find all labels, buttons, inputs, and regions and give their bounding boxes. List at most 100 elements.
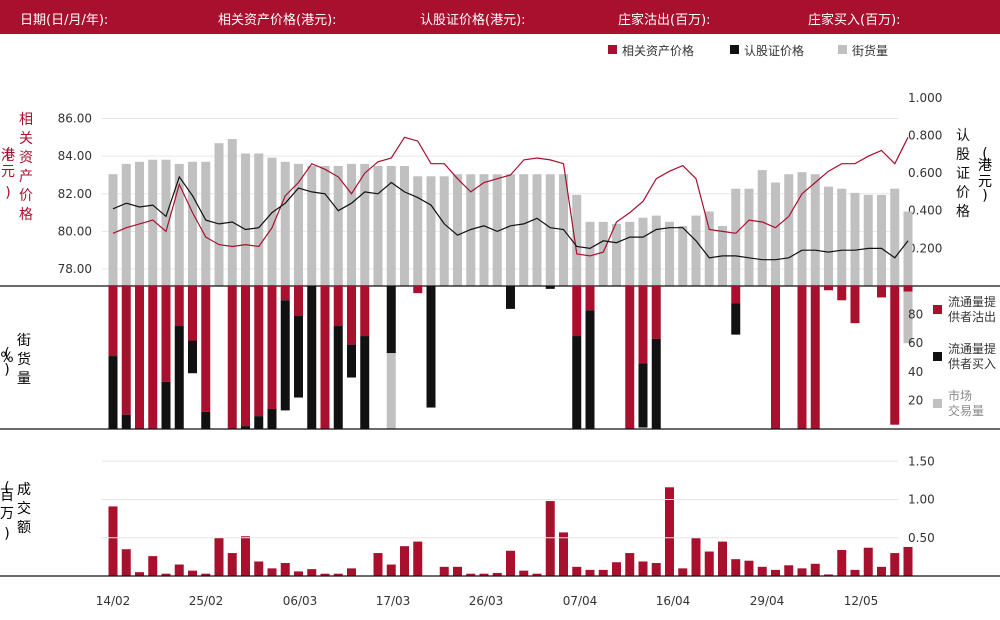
sell-share-bar [227, 286, 237, 429]
turnover-bar [227, 553, 237, 576]
right-axis-unit-char: 港 [978, 158, 992, 174]
sell-share-bar [135, 286, 144, 429]
sell-share-bar [347, 286, 356, 345]
turnover-bar [757, 566, 767, 576]
sell-share-bar [333, 286, 343, 327]
sell-share-bar [585, 286, 595, 311]
outstanding-bar [837, 188, 847, 286]
sell-share-bar [174, 286, 184, 327]
legend-label-sell: 流通量提 [948, 294, 996, 309]
outstanding-bar [121, 163, 131, 286]
buy-share-bar [360, 336, 370, 429]
turnover-bar [903, 546, 913, 576]
turnover-bar [625, 553, 635, 576]
sell-share-bar [121, 286, 131, 415]
turnover-bar [731, 559, 741, 576]
turnover-bar [347, 568, 356, 576]
turnover-bar [519, 570, 529, 576]
outstanding-bar [863, 194, 873, 286]
left-axis-title-char: 相 [19, 112, 33, 128]
turnover-bar [691, 537, 701, 576]
turnover-bar [241, 536, 250, 576]
outstanding-bar [479, 174, 489, 286]
outstanding-bar [638, 217, 648, 286]
sell-share-bar [810, 286, 820, 429]
x-tick-label: 12/05 [844, 594, 879, 608]
turnover-bar [890, 553, 900, 576]
right-axis-title-char: 股 [956, 147, 970, 163]
turnover-bar [174, 564, 184, 576]
sell-share-bar [148, 286, 158, 429]
market-share-bar [903, 291, 913, 344]
turnover-bar [413, 541, 423, 576]
outstanding-bar [241, 153, 250, 286]
x-tick-label: 25/02 [189, 594, 224, 608]
buy-share-bar [121, 414, 131, 429]
outstanding-bar [572, 194, 582, 286]
turnover-bar [638, 561, 648, 576]
turnover-bar [598, 569, 608, 576]
turnover-tick-label: 1.00 [908, 493, 935, 507]
turnover-bar [532, 573, 542, 576]
legend-swatch-market [933, 399, 942, 408]
turnover-bar [201, 573, 211, 576]
turnover-bar [254, 561, 264, 576]
right-tick-label: 1.000 [908, 91, 942, 105]
right-axis-unit-paren: ( [982, 146, 987, 162]
outstanding-bar [333, 165, 343, 286]
sell-share-bar [797, 286, 807, 429]
outstanding-bar [704, 211, 714, 286]
sell-share-bar [280, 286, 290, 301]
outstanding-bar [108, 174, 118, 286]
outstanding-bar [784, 174, 794, 286]
buy-share-bar [572, 336, 582, 429]
date-label: 日期(日/月/年): [20, 13, 109, 28]
left-tick-label: 78.00 [58, 262, 92, 276]
legend-label-market: 交易量 [948, 403, 984, 418]
turnover-title-char: 成 [17, 482, 31, 498]
turnover-bar [572, 566, 582, 576]
warrant-price-line [112, 175, 909, 261]
turnover-bar [824, 574, 833, 576]
volume-unit-paren: ( [4, 346, 9, 362]
x-tick-label: 06/03 [283, 594, 318, 608]
turnover-bar [771, 569, 780, 576]
outstanding-bar [744, 188, 754, 286]
buy-share-bar [294, 316, 303, 398]
legend-label-underlying: 相关资产价格 [622, 43, 694, 58]
turnover-bar [121, 549, 131, 576]
outstanding-bar [824, 186, 833, 286]
x-tick-label: 07/04 [563, 594, 598, 608]
outstanding-bar [519, 174, 529, 286]
volume-title-char: 货 [17, 351, 31, 368]
outstanding-bar [453, 174, 462, 286]
sell-share-bar [625, 286, 635, 429]
turnover-bar [863, 547, 873, 576]
market-maker-sell-label: 庄家沽出(百万): [618, 13, 711, 28]
outstanding-bar [850, 192, 860, 286]
turnover-bar [810, 563, 820, 576]
turnover-bar [492, 572, 502, 576]
left-axis-title-char: 格 [19, 207, 33, 223]
outstanding-bar [386, 165, 396, 286]
sell-share-bar [254, 286, 264, 417]
turnover-bar [612, 562, 621, 576]
buy-share-bar [426, 286, 436, 408]
buy-share-bar [267, 408, 277, 429]
legend-swatch-sell [933, 305, 942, 314]
outstanding-bar [492, 174, 502, 286]
turnover-bar [665, 487, 674, 576]
outstanding-bar [757, 170, 767, 286]
outstanding-bar [797, 172, 807, 286]
turnover-tick-label: 1.50 [908, 454, 935, 468]
turnover-bar [267, 568, 277, 576]
turnover-bar [704, 551, 714, 576]
turnover-bar [559, 532, 568, 576]
sell-share-bar [320, 286, 330, 429]
legend-label-buy: 供者买入 [948, 357, 996, 371]
turnover-unit-char: 百 [0, 488, 14, 504]
turnover-bar [333, 573, 343, 576]
warrant-price-label: 认股证价格(港元): [420, 13, 526, 28]
legend-label-sell: 供者沽出 [948, 310, 996, 324]
